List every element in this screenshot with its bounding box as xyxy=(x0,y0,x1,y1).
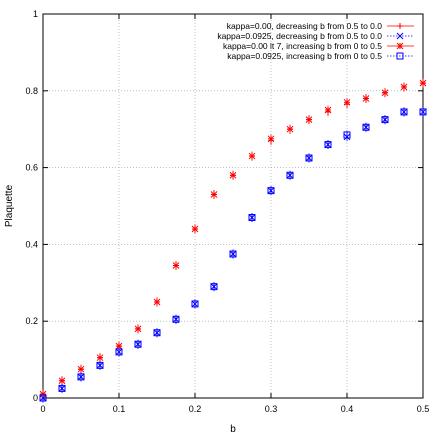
data-point xyxy=(229,249,237,259)
legend: kappa=0.00, decreasing b from 0.5 to 0.0… xyxy=(217,21,414,61)
data-point xyxy=(381,88,389,98)
data-point xyxy=(77,372,85,382)
x-tick-label: 0.5 xyxy=(417,404,430,414)
data-point xyxy=(362,122,370,132)
data-point xyxy=(400,107,408,117)
data-point xyxy=(58,383,66,393)
data-point xyxy=(210,282,218,292)
data-point xyxy=(39,393,47,403)
legend-label: kappa=0.00, decreasing b from 0.5 to 0.0 xyxy=(227,21,383,31)
x-tick-label: 0.3 xyxy=(265,404,278,414)
data-point xyxy=(267,186,275,196)
data-point xyxy=(286,170,294,180)
data-point xyxy=(115,347,123,357)
data-point xyxy=(191,224,199,234)
data-point xyxy=(96,353,104,363)
data-point xyxy=(172,314,180,324)
legend-marker xyxy=(396,42,404,50)
data-point xyxy=(210,189,218,199)
plot-frame xyxy=(42,13,424,399)
x-tick-label: 0 xyxy=(40,404,45,414)
y-tick-label: 0.4 xyxy=(25,239,38,249)
data-point xyxy=(134,339,142,349)
y-tick-label: 1 xyxy=(33,9,38,19)
axis-ticks: 0 0.1 0.2 0.3 0.4 0.5 0 0.2 0.4 0.6 0.8 1 xyxy=(25,9,429,414)
legend-marker xyxy=(396,52,404,60)
data-point xyxy=(305,153,313,163)
legend-label: kappa=0.00 lt 7, increasing b from 0 to … xyxy=(223,41,382,51)
y-tick-label: 0.2 xyxy=(25,316,38,326)
data-points xyxy=(39,78,427,403)
x-axis-label: b xyxy=(230,424,236,435)
x-tick-label: 0.2 xyxy=(189,404,202,414)
y-axis-label: Plaquette xyxy=(4,184,15,227)
data-point xyxy=(58,376,66,386)
data-point xyxy=(172,261,180,271)
y-tick-label: 0 xyxy=(33,393,38,403)
x-tick-label: 0.4 xyxy=(341,404,354,414)
data-point xyxy=(343,97,351,107)
data-point xyxy=(134,324,142,334)
data-point xyxy=(248,151,256,161)
data-point xyxy=(419,107,427,117)
data-point xyxy=(248,213,256,223)
legend-label: kappa=0.0925, decreasing b from 0.5 to 0… xyxy=(217,31,382,41)
data-point xyxy=(324,105,332,115)
data-point xyxy=(153,297,161,307)
data-point xyxy=(362,93,370,103)
y-tick-label: 0.8 xyxy=(25,86,38,96)
data-point xyxy=(229,170,237,180)
data-point xyxy=(191,299,199,309)
data-point xyxy=(77,364,85,374)
data-point xyxy=(267,134,275,144)
data-point xyxy=(153,328,161,338)
legend-marker xyxy=(397,23,403,29)
y-tick-label: 0.6 xyxy=(25,163,38,173)
x-tick-label: 0.1 xyxy=(113,404,126,414)
data-point xyxy=(381,115,389,125)
legend-marker xyxy=(396,32,404,40)
data-point xyxy=(324,140,332,150)
grid xyxy=(43,14,423,398)
data-point xyxy=(96,360,104,370)
data-point xyxy=(343,130,351,140)
data-point xyxy=(419,78,427,88)
data-point xyxy=(286,124,294,134)
data-point xyxy=(400,82,408,92)
data-point xyxy=(305,115,313,125)
legend-label: kappa=0.0925, increasing b from 0 to 0.5 xyxy=(227,51,382,61)
